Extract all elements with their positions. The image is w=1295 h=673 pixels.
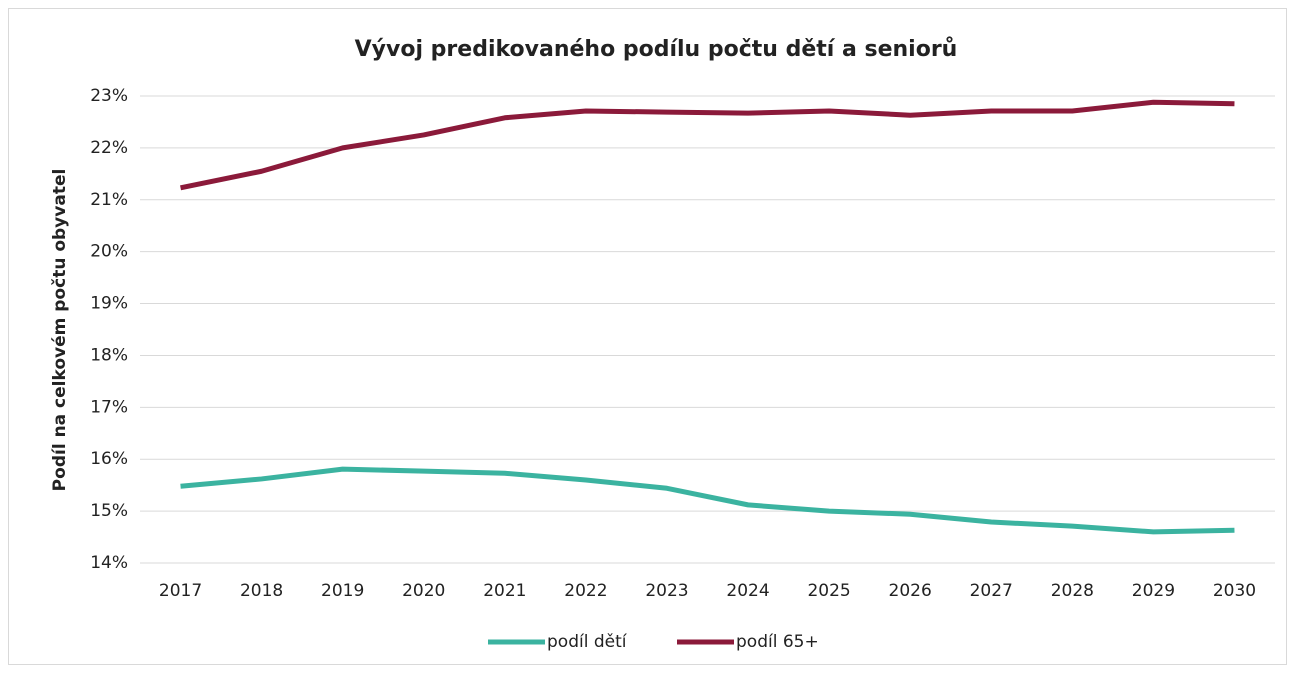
y-tick-label: 22% bbox=[90, 138, 128, 158]
x-tick-label: 2026 bbox=[889, 581, 932, 601]
chart-title: Vývoj predikovaného podílu počtu dětí a … bbox=[355, 37, 958, 62]
line-series bbox=[180, 99, 1235, 191]
y-tick-label: 20% bbox=[90, 242, 128, 262]
x-tick-label: 2030 bbox=[1213, 581, 1256, 601]
x-tick-label: 2022 bbox=[564, 581, 607, 601]
x-tick-label: 2017 bbox=[159, 581, 202, 601]
y-tick-label: 18% bbox=[90, 345, 128, 365]
y-tick-label: 21% bbox=[90, 190, 128, 210]
x-tick-label: 2025 bbox=[807, 581, 850, 601]
x-tick-label: 2024 bbox=[726, 581, 769, 601]
chart-frame bbox=[8, 8, 1287, 665]
y-tick-label: 19% bbox=[90, 294, 128, 314]
y-tick-label: 15% bbox=[90, 501, 128, 521]
legend-label: podíl 65+ bbox=[736, 632, 819, 652]
x-tick-label: 2020 bbox=[402, 581, 445, 601]
y-tick-label: 17% bbox=[90, 397, 128, 417]
x-tick-label: 2027 bbox=[970, 581, 1013, 601]
x-tick-label: 2018 bbox=[240, 581, 283, 601]
y-tick-label: 14% bbox=[90, 553, 128, 573]
y-tick-label: 23% bbox=[90, 86, 128, 106]
y-tick-label: 16% bbox=[90, 449, 128, 469]
x-tick-label: 2023 bbox=[645, 581, 688, 601]
x-tick-label: 2021 bbox=[483, 581, 526, 601]
x-tick-label: 2028 bbox=[1051, 581, 1094, 601]
y-axis-label: Podíl na celkovém počtu obyvatel bbox=[50, 169, 70, 492]
x-tick-label: 2029 bbox=[1132, 581, 1175, 601]
line-series bbox=[180, 466, 1235, 535]
legend-label: podíl dětí bbox=[547, 632, 628, 652]
x-tick-label: 2019 bbox=[321, 581, 364, 601]
